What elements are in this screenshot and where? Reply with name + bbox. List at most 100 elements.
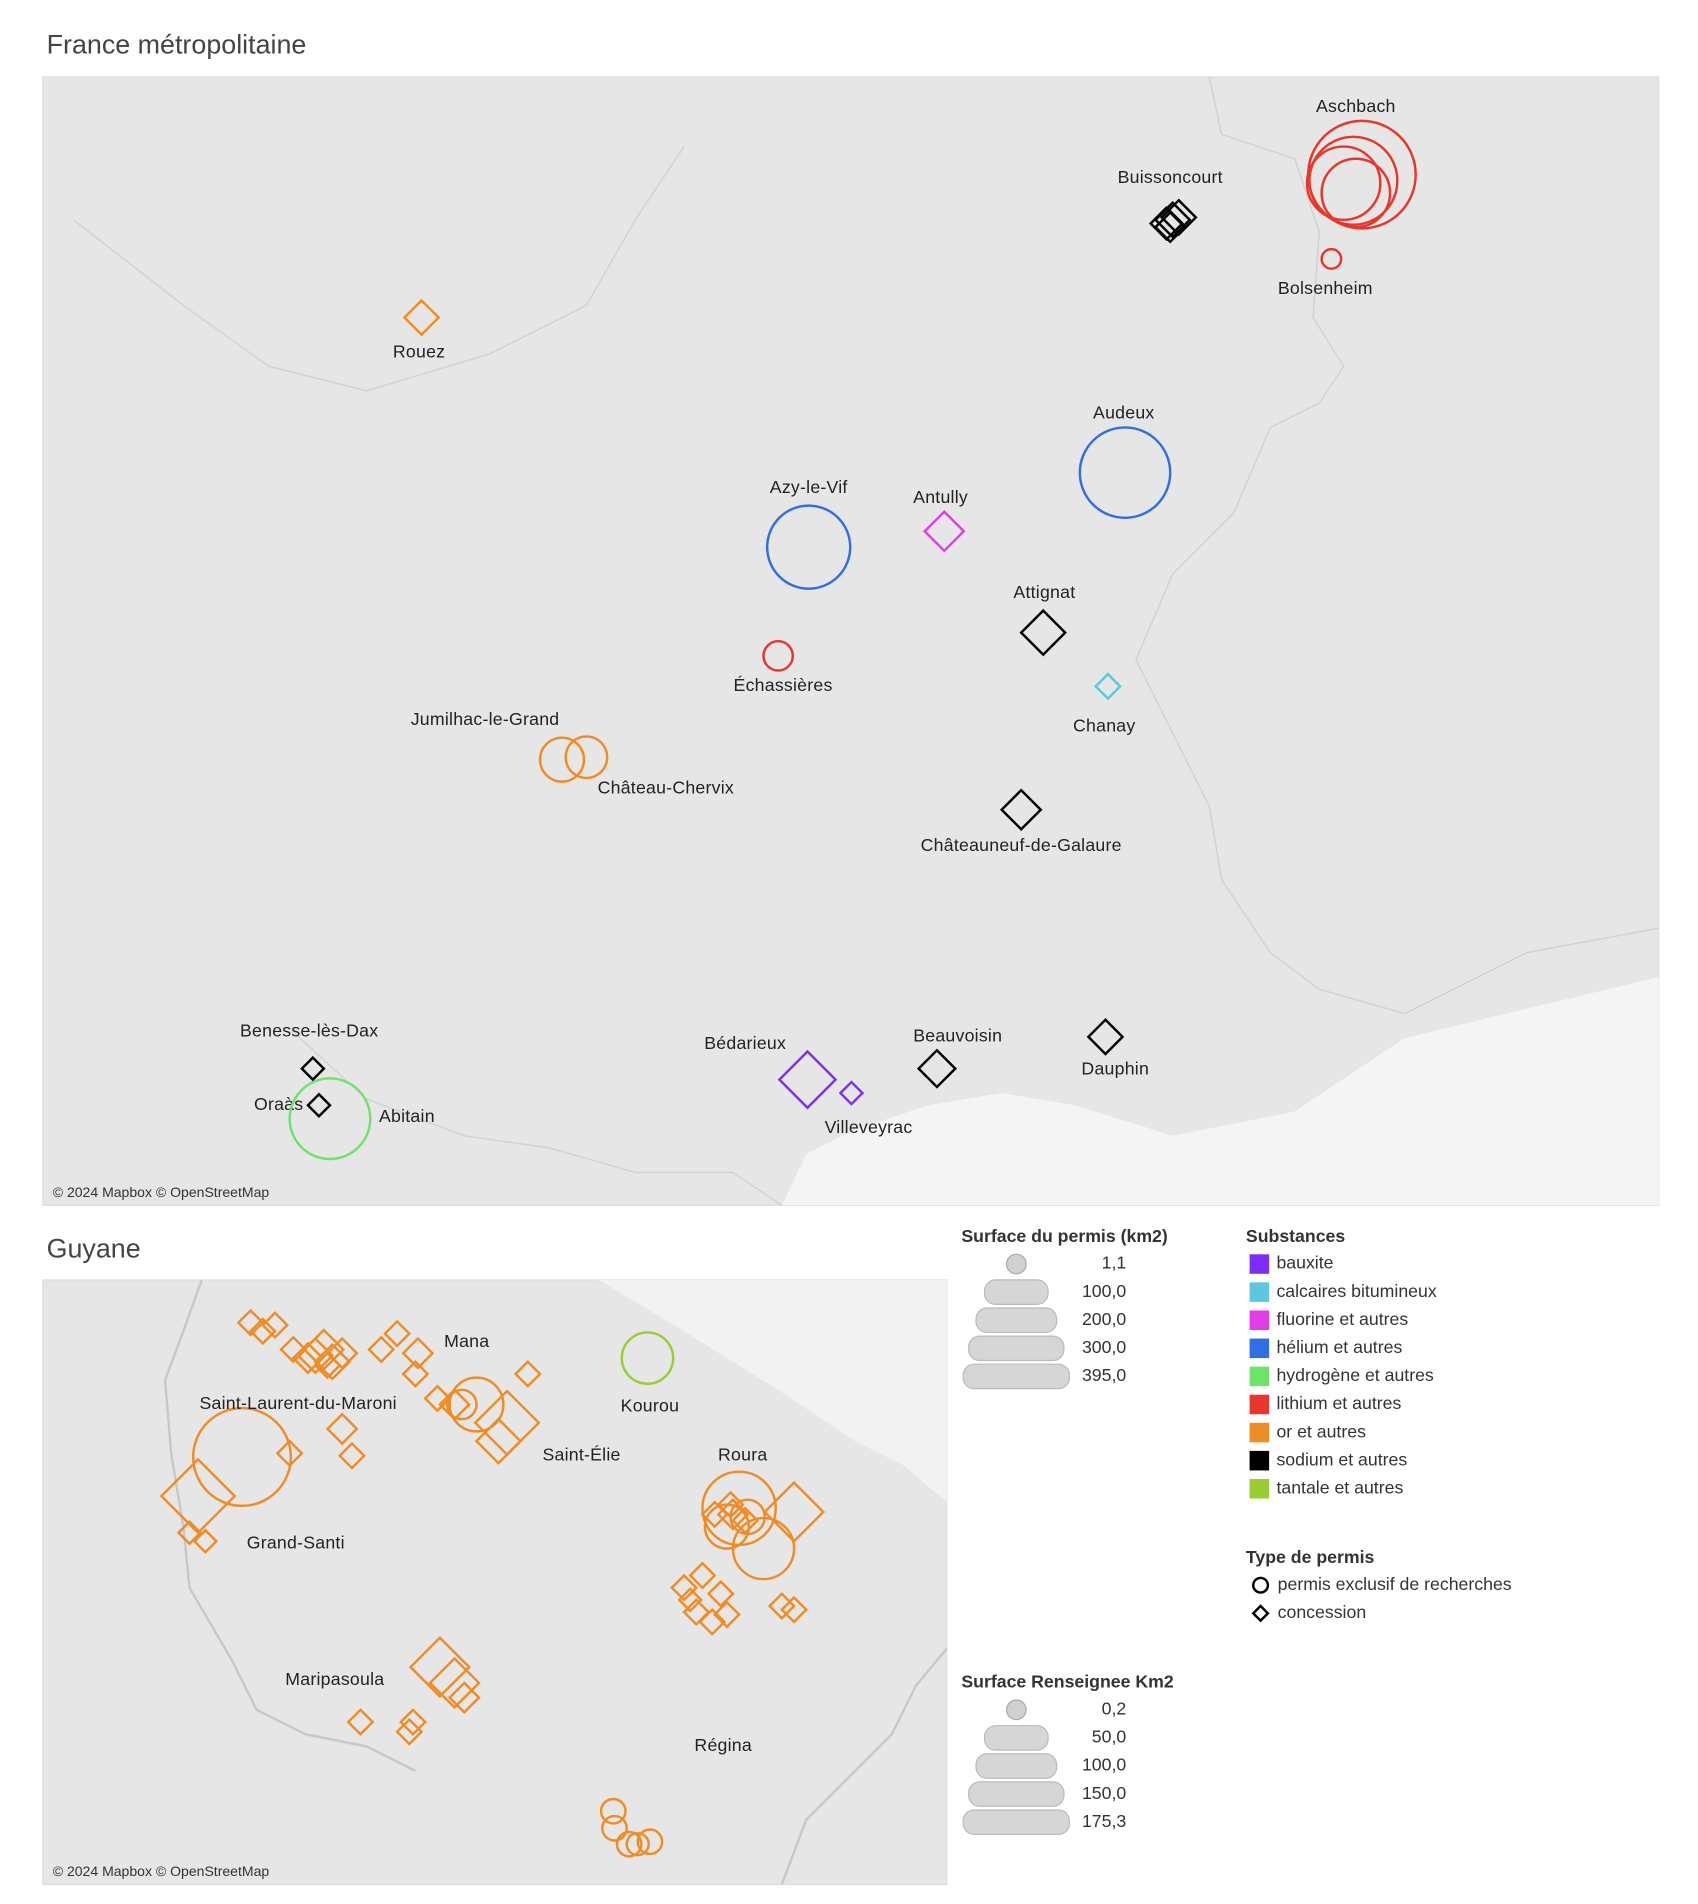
per-marker[interactable] xyxy=(615,1830,643,1858)
concession-marker[interactable] xyxy=(337,1441,366,1470)
concession-marker[interactable] xyxy=(1153,210,1187,244)
legend-swatch[interactable] xyxy=(1249,1338,1270,1359)
per-marker[interactable] xyxy=(762,639,795,672)
concession-marker[interactable] xyxy=(325,1336,359,1370)
legend-label[interactable]: sodium et autres xyxy=(1276,1449,1407,1469)
concession-marker[interactable] xyxy=(1093,672,1122,701)
legend-label[interactable]: calcaires bitumineux xyxy=(1276,1281,1436,1301)
legend-swatch[interactable] xyxy=(1249,1310,1270,1330)
place-label: Saint-Laurent-du-Maroni xyxy=(200,1393,397,1413)
per-marker[interactable] xyxy=(636,1828,664,1856)
per-marker[interactable] xyxy=(1320,157,1392,229)
concession-marker[interactable] xyxy=(513,1360,542,1388)
concession-marker[interactable] xyxy=(922,509,966,553)
attribution: © 2024 Mapbox © OpenStreetMap xyxy=(53,1184,270,1200)
concession-marker[interactable] xyxy=(401,1360,430,1388)
concession-marker[interactable] xyxy=(408,1636,471,1699)
per-marker[interactable] xyxy=(445,1388,478,1421)
concession-marker[interactable] xyxy=(999,788,1043,831)
per-marker[interactable] xyxy=(599,1797,627,1825)
per-marker[interactable] xyxy=(1308,135,1399,226)
legend-label[interactable]: concession xyxy=(1278,1602,1367,1622)
legend-label[interactable]: fluorine et autres xyxy=(1276,1309,1408,1329)
guyane-markers: Mana Saint-Laurent-du-Maroni Kourou Saint-É… xyxy=(159,1308,826,1858)
legend-label: 100,0 xyxy=(1082,1281,1126,1301)
per-marker[interactable] xyxy=(1320,247,1343,270)
concession-marker[interactable] xyxy=(712,1600,741,1629)
per-marker[interactable] xyxy=(564,735,609,780)
concession-marker[interactable] xyxy=(428,1656,481,1710)
legend-swatch[interactable] xyxy=(1249,1478,1270,1499)
legend-label[interactable]: permis exclusif de recherches xyxy=(1278,1574,1512,1594)
legend-label[interactable]: bauxite xyxy=(1276,1253,1333,1273)
concession-marker[interactable] xyxy=(313,1342,352,1381)
concession-marker[interactable] xyxy=(916,1048,957,1089)
per-marker[interactable] xyxy=(288,1077,372,1161)
concession-marker[interactable] xyxy=(313,1351,342,1380)
concession-marker[interactable] xyxy=(402,298,441,337)
concession-marker[interactable] xyxy=(706,1579,735,1608)
concession-marker[interactable] xyxy=(248,1317,277,1346)
concession-marker[interactable] xyxy=(367,1335,396,1364)
concession-marker[interactable] xyxy=(236,1308,265,1337)
per-marker[interactable] xyxy=(625,1831,650,1857)
concession-marker[interactable] xyxy=(780,1595,808,1624)
per-marker[interactable] xyxy=(1078,426,1172,520)
per-marker[interactable] xyxy=(538,736,586,783)
concession-marker[interactable] xyxy=(300,1055,326,1082)
size-swatch xyxy=(975,1307,1058,1334)
legend-swatch[interactable] xyxy=(1249,1450,1270,1471)
concession-marker[interactable] xyxy=(777,1049,838,1110)
concession-marker[interactable] xyxy=(698,1607,727,1636)
legend-label: 100,0 xyxy=(1082,1755,1126,1775)
legend-title: Surface du permis (km2) xyxy=(961,1226,1168,1246)
concession-marker[interactable] xyxy=(1251,1604,1270,1623)
concession-marker[interactable] xyxy=(261,1311,289,1340)
legend-label[interactable]: hélium et autres xyxy=(1276,1337,1402,1357)
concession-marker[interactable] xyxy=(399,1708,427,1736)
legend-label[interactable]: tantale et autres xyxy=(1276,1477,1403,1497)
size-swatch xyxy=(962,1809,1071,1835)
legend-swatch[interactable] xyxy=(1249,1366,1270,1387)
legend-label[interactable]: hydrogène et autres xyxy=(1276,1365,1433,1385)
per-marker[interactable] xyxy=(1252,1576,1270,1594)
concession-marker[interactable] xyxy=(291,1341,325,1375)
per-marker[interactable] xyxy=(448,1376,505,1433)
concession-marker[interactable] xyxy=(395,1717,424,1746)
concession-marker[interactable] xyxy=(383,1319,412,1348)
legend-label[interactable]: lithium et autres xyxy=(1276,1393,1401,1413)
concession-marker[interactable] xyxy=(159,1457,237,1535)
legend-swatch[interactable] xyxy=(1249,1254,1270,1274)
concession-marker[interactable] xyxy=(346,1708,375,1736)
per-marker[interactable] xyxy=(1305,145,1382,222)
map-title: Guyane xyxy=(47,1234,141,1264)
per-marker[interactable] xyxy=(703,1503,751,1550)
legend-swatch[interactable] xyxy=(1249,1394,1270,1415)
concession-marker[interactable] xyxy=(688,1561,717,1590)
concession-marker[interactable] xyxy=(1019,608,1067,657)
france-map[interactable] xyxy=(42,76,1660,1207)
concession-marker[interactable] xyxy=(325,1412,359,1446)
concession-marker[interactable] xyxy=(474,1417,523,1465)
concession-marker[interactable] xyxy=(192,1528,219,1554)
legend-label[interactable]: or et autres xyxy=(1276,1421,1366,1441)
concession-marker[interactable] xyxy=(677,1587,703,1613)
legend-swatch[interactable] xyxy=(1249,1282,1270,1302)
concession-marker[interactable] xyxy=(423,1384,452,1413)
concession-marker[interactable] xyxy=(1153,201,1192,239)
concession-marker[interactable] xyxy=(279,1335,308,1364)
per-marker[interactable] xyxy=(620,1331,675,1385)
per-marker[interactable] xyxy=(191,1406,293,1508)
concession-marker[interactable] xyxy=(401,1336,435,1370)
concession-marker[interactable] xyxy=(176,1520,203,1546)
concession-marker[interactable] xyxy=(447,1681,481,1714)
per-marker[interactable] xyxy=(765,504,852,590)
sea xyxy=(598,1279,947,1503)
concession-marker[interactable] xyxy=(838,1080,865,1106)
concession-marker[interactable] xyxy=(306,1092,332,1118)
concession-marker[interactable] xyxy=(670,1573,699,1602)
concession-marker[interactable] xyxy=(1086,1018,1125,1056)
per-marker[interactable] xyxy=(729,1498,766,1536)
legend-swatch[interactable] xyxy=(1249,1422,1270,1443)
per-marker[interactable] xyxy=(601,1814,628,1842)
